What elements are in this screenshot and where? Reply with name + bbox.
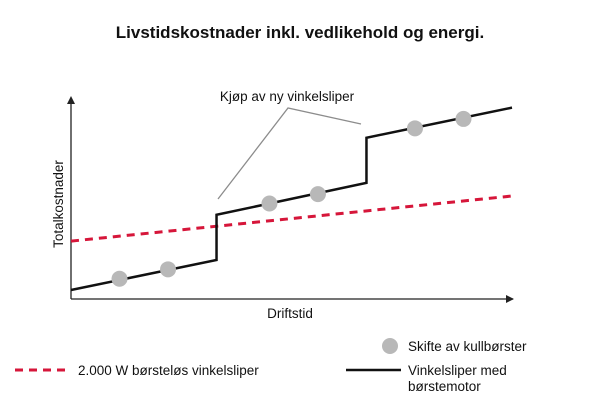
legend-label-brushed-line2: børstemotor	[408, 379, 481, 394]
x-axis-arrow	[506, 295, 514, 303]
marker-brush-change	[309, 186, 326, 203]
series-line-brushed	[70, 106, 513, 292]
marker-brush-change	[455, 110, 472, 127]
legend-label-brushed-line1: Vinkelsliper med	[408, 363, 507, 378]
marker-brush-change	[406, 120, 423, 137]
chart-title: Livstidskostnader inkl. vedlikehold og e…	[116, 23, 484, 42]
annotation-label: Kjøp av ny vinkelsliper	[220, 89, 355, 104]
y-axis-label: Totalkostnader	[51, 160, 66, 248]
marker-brush-change	[160, 261, 177, 278]
annotation-leader	[217, 107, 362, 200]
y-axis-arrow	[67, 96, 75, 104]
legend-label-brushed: Vinkelsliper med børstemotor	[408, 363, 511, 394]
legend-label-markers: Skifte av kullbørster	[408, 339, 527, 354]
marker-brush-change	[261, 195, 278, 212]
marker-brush-change	[111, 270, 128, 287]
legend: 2.000 W børsteløs vinkelsliper Skifte av…	[15, 338, 527, 394]
legend-swatch-marker	[382, 338, 398, 354]
plot-area	[67, 96, 514, 303]
legend-label-brushless: 2.000 W børsteløs vinkelsliper	[78, 363, 259, 378]
series-line-brushless	[70, 194, 513, 243]
x-axis-label: Driftstid	[267, 306, 313, 321]
